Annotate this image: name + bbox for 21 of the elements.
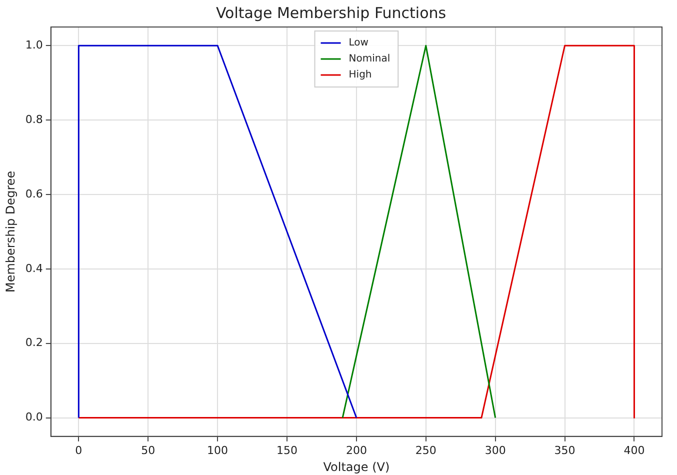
x-tick-label: 200 — [346, 444, 367, 457]
x-tick-label: 400 — [624, 444, 645, 457]
y-tick-label: 0.0 — [25, 410, 43, 424]
x-tick-label: 0 — [75, 444, 82, 457]
chart-title: Voltage Membership Functions — [216, 4, 446, 22]
x-tick-label: 300 — [484, 444, 506, 457]
y-tick-label: 0.4 — [25, 262, 43, 275]
x-tick-label: 350 — [554, 444, 576, 457]
x-tick-label: 100 — [207, 444, 228, 457]
legend-label: Low — [348, 38, 368, 49]
y-tick-label: 0.2 — [25, 336, 43, 350]
y-axis-title: Membership Degree — [3, 170, 18, 293]
x-tick-label: 250 — [415, 444, 436, 457]
legend-label: Nominal — [348, 54, 390, 65]
legend-label: High — [348, 70, 372, 81]
y-tick-label: 1.0 — [25, 38, 43, 52]
y-tick-label: 0.8 — [25, 112, 43, 126]
y-tick-label: 0.6 — [25, 187, 43, 200]
x-tick-label: 50 — [141, 444, 156, 457]
x-axis-title: Voltage (V) — [323, 460, 390, 474]
x-tick-label: 150 — [276, 444, 298, 457]
